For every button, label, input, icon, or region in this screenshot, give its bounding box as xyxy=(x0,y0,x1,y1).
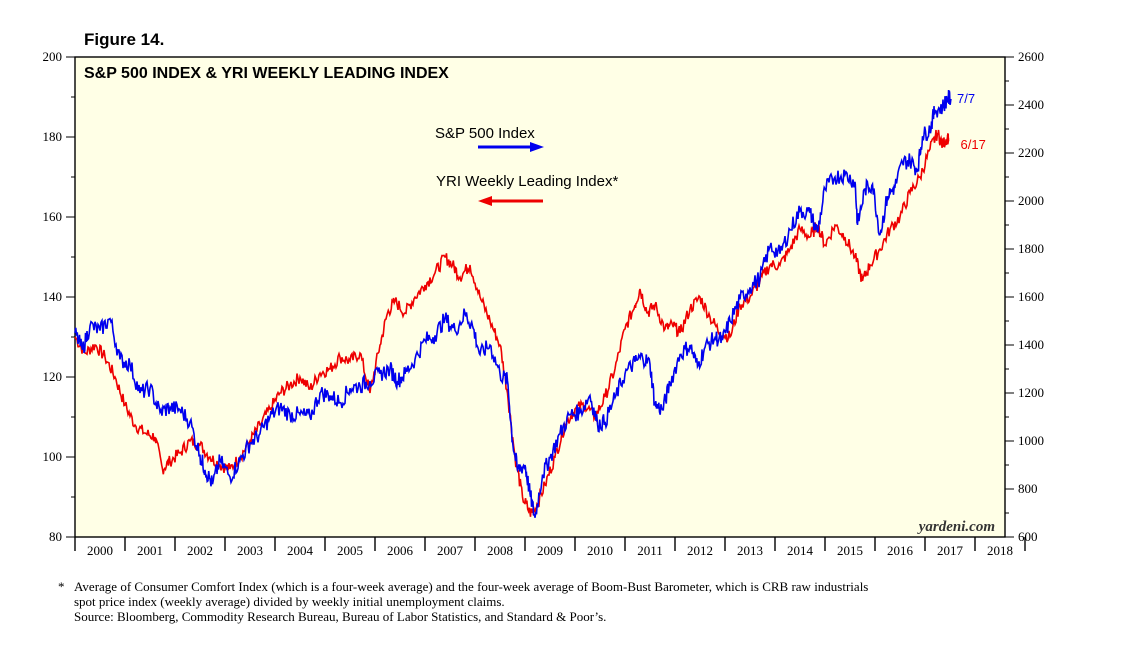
x-axis-tick-label: 2000 xyxy=(87,543,113,558)
chart-title: S&P 500 INDEX & YRI WEEKLY LEADING INDEX xyxy=(84,65,449,82)
x-axis-tick-label: 2008 xyxy=(487,543,513,558)
footnote-source: Source: Bloomberg, Commodity Research Bu… xyxy=(74,609,607,624)
right-axis-tick-label: 1800 xyxy=(1018,241,1044,256)
right-axis-tick-label: 800 xyxy=(1018,481,1038,496)
left-axis-tick-label: 200 xyxy=(43,49,63,64)
legend-label-leading: YRI Weekly Leading Index* xyxy=(436,173,618,190)
right-axis-tick-label: 1400 xyxy=(1018,337,1044,352)
footnote-marker: * xyxy=(58,579,65,594)
x-axis-tick-label: 2017 xyxy=(937,543,964,558)
footnote-line-1: Average of Consumer Comfort Index (which… xyxy=(74,579,869,594)
x-axis-tick-label: 2015 xyxy=(837,543,863,558)
left-axis-tick-label: 120 xyxy=(43,369,63,384)
right-axis-tick-label: 2600 xyxy=(1018,49,1044,64)
x-axis-tick-label: 2005 xyxy=(337,543,363,558)
left-axis-tick-label: 140 xyxy=(43,289,63,304)
left-axis-tick-label: 160 xyxy=(43,209,63,224)
left-axis-tick-label: 180 xyxy=(43,129,63,144)
x-axis-tick-label: 2001 xyxy=(137,543,163,558)
right-axis-tick-label: 2400 xyxy=(1018,97,1044,112)
x-axis-tick-label: 2010 xyxy=(587,543,613,558)
left-axis-tick-label: 100 xyxy=(43,449,63,464)
legend-arrowhead-sp500 xyxy=(530,142,544,152)
x-axis-tick-label: 2004 xyxy=(287,543,314,558)
left-axis-tick-label: 80 xyxy=(49,529,62,544)
left-axis: 80 100 120 140 160 180 200 xyxy=(43,49,75,544)
watermark: yardeni.com xyxy=(917,519,995,535)
right-axis-tick-label: 1200 xyxy=(1018,385,1044,400)
right-axis-tick-label: 2200 xyxy=(1018,145,1044,160)
plot-area xyxy=(74,56,1006,538)
right-axis-tick-label: 1600 xyxy=(1018,289,1044,304)
x-axis-tick-label: 2003 xyxy=(237,543,263,558)
right-axis: 600 800 1000 1200 1400 1600 1800 2000 2200 2400 26… xyxy=(1005,49,1044,544)
x-axis-tick-label: 2009 xyxy=(537,543,563,558)
footnote-line-2: spot price index (weekly average) divide… xyxy=(74,594,505,609)
x-axis-tick-label: 2006 xyxy=(387,543,414,558)
x-axis-tick-label: 2007 xyxy=(437,543,464,558)
end-label-sp500: 7/7 xyxy=(957,91,975,106)
figure-label: Figure 14. xyxy=(84,30,164,49)
x-axis-tick-label: 2002 xyxy=(187,543,213,558)
series-line-sp500 xyxy=(74,89,952,518)
x-axis: 2000 2001 2002 2003 2004 2005 2006 2007 2008 2009… xyxy=(74,537,1026,558)
x-axis-tick-label: 2012 xyxy=(687,543,713,558)
x-axis-tick-label: 2018 xyxy=(987,543,1013,558)
right-axis-tick-label: 600 xyxy=(1018,529,1038,544)
legend-arrowhead-leading xyxy=(478,196,492,206)
legend-label-sp500: S&P 500 Index xyxy=(435,125,535,142)
end-label-leading: 6/17 xyxy=(961,137,986,152)
x-axis-tick-label: 2013 xyxy=(737,543,763,558)
x-axis-tick-label: 2016 xyxy=(887,543,914,558)
x-axis-tick-label: 2011 xyxy=(637,543,663,558)
x-axis-tick-label: 2014 xyxy=(787,543,814,558)
right-axis-tick-label: 1000 xyxy=(1018,433,1044,448)
right-axis-tick-label: 2000 xyxy=(1018,193,1044,208)
